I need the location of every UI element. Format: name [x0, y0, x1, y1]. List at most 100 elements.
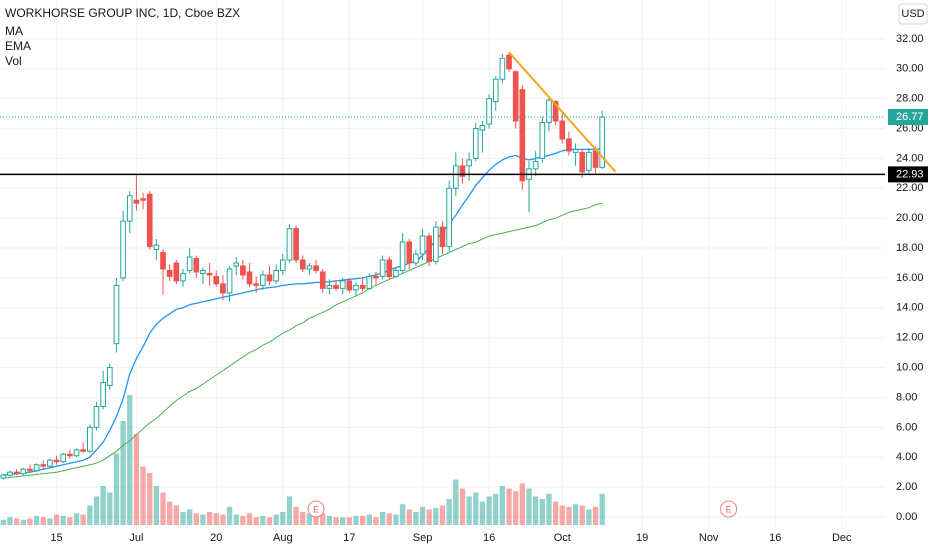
candle-body	[73, 449, 80, 457]
volume-bar	[373, 517, 379, 525]
y-tick-label: 20.00	[896, 212, 924, 224]
last-price-label: 26.77	[896, 111, 924, 123]
volume-bar	[519, 483, 526, 525]
volume-bar	[320, 513, 326, 525]
candle-body	[592, 150, 599, 168]
candle-body	[293, 228, 299, 261]
volume-bar	[579, 505, 585, 525]
x-tick-label: Jul	[129, 532, 143, 544]
candle-body	[399, 241, 406, 271]
volume-bar	[566, 506, 572, 525]
legend-label: MA	[5, 24, 23, 38]
candle-body	[106, 367, 113, 387]
candle-body	[559, 120, 566, 140]
candle-body	[413, 253, 419, 264]
volume-bar	[153, 486, 160, 525]
volume-bar	[306, 513, 313, 525]
volume-bar	[280, 512, 286, 525]
candle-body	[426, 235, 433, 262]
candle-body	[233, 262, 240, 267]
x-tick-label: 16	[483, 532, 495, 544]
candle-body	[499, 57, 506, 80]
candle-body	[213, 275, 220, 285]
earnings-marker	[307, 500, 325, 518]
x-tick-label: Nov	[699, 532, 719, 544]
earnings-label: E	[726, 504, 732, 514]
volume-bar	[293, 506, 299, 525]
candle-body	[466, 159, 472, 167]
volume-bar	[147, 473, 153, 525]
volume-bar	[107, 492, 113, 525]
volume-bar	[13, 518, 20, 525]
candle-body	[306, 265, 313, 270]
x-tick-label: 16	[769, 532, 781, 544]
candle-body	[220, 283, 226, 294]
volume-bar	[33, 515, 40, 525]
currency-box[interactable]	[898, 3, 928, 25]
candle-body	[566, 138, 572, 152]
volume-bar	[167, 501, 173, 525]
candle-body	[286, 228, 293, 261]
candle-body	[193, 258, 200, 273]
candle-body	[353, 284, 359, 291]
candle-body	[100, 382, 106, 407]
legend-label: EMA	[5, 39, 31, 53]
volume-bar	[453, 479, 459, 525]
volume-bar	[499, 486, 506, 525]
candle-body	[20, 468, 27, 475]
candle-body	[313, 265, 319, 271]
volume-bar	[479, 501, 486, 525]
trend-line	[508, 51, 617, 173]
candle-body	[226, 268, 233, 294]
candle-body	[546, 99, 552, 124]
candle-body	[67, 453, 73, 457]
volume-bar	[493, 493, 499, 525]
volume-bar	[586, 509, 592, 525]
candle-body	[599, 116, 606, 168]
volume-bar	[399, 504, 406, 525]
y-tick-label: 28.00	[896, 93, 924, 105]
candle-body	[532, 160, 539, 170]
volume-bar	[506, 488, 512, 525]
candle-body	[419, 235, 426, 255]
candle-body	[133, 199, 140, 204]
candle-body	[373, 275, 379, 279]
x-tick-label: Oct	[554, 532, 571, 544]
volume-bar	[333, 517, 339, 525]
candle-body	[492, 78, 499, 103]
candle-body	[120, 220, 126, 279]
candle-body	[27, 468, 33, 472]
volume-bar	[226, 506, 233, 525]
volume-bar	[466, 496, 472, 525]
candle-body	[47, 459, 53, 467]
volume-bar	[353, 515, 359, 525]
y-tick-label: 8.00	[896, 391, 917, 403]
volume-bar	[240, 515, 246, 525]
volume-bar	[313, 514, 319, 525]
candle-body	[406, 241, 413, 264]
candle-body	[486, 98, 492, 125]
x-tick-label: 17	[343, 532, 355, 544]
volume-bar	[386, 513, 392, 525]
candle-body	[506, 54, 512, 70]
volume-bar	[80, 514, 86, 525]
candle-body	[240, 265, 246, 276]
volume-bar	[273, 514, 279, 525]
volume-bar	[27, 518, 33, 525]
candle-body	[146, 193, 153, 248]
volume-bar	[286, 496, 293, 525]
y-tick-label: 26.00	[896, 122, 924, 134]
chart-title: WORKHORSE GROUP INC, 1D, Cboe BZX	[5, 6, 240, 20]
volume-bar	[439, 505, 446, 525]
candle-body	[579, 151, 586, 173]
volume-bar	[592, 506, 599, 525]
y-tick-label: 22.00	[896, 182, 924, 194]
volume-bar	[419, 506, 426, 525]
volume-bar	[266, 517, 273, 525]
volume-bar	[127, 395, 133, 525]
volume-bar	[53, 514, 60, 525]
y-tick-label: 24.00	[896, 152, 924, 164]
candle-body	[113, 284, 120, 345]
volume-bar	[213, 513, 219, 525]
candle-body	[299, 259, 306, 270]
